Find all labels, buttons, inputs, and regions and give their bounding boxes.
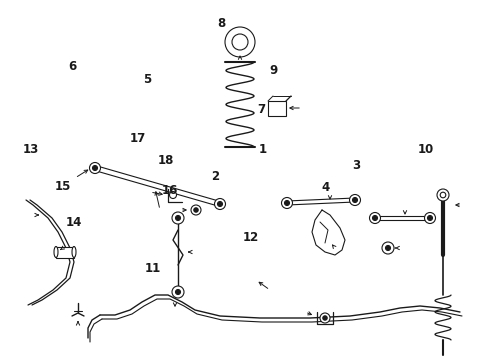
Circle shape: [322, 316, 326, 320]
Circle shape: [372, 216, 377, 220]
Circle shape: [217, 202, 222, 207]
Circle shape: [175, 289, 180, 294]
Bar: [267, 101, 285, 116]
Circle shape: [424, 212, 435, 224]
Bar: [56, 247, 74, 258]
Circle shape: [231, 34, 247, 50]
Text: 2: 2: [211, 170, 219, 183]
Text: 10: 10: [416, 143, 433, 156]
Text: 4: 4: [321, 181, 328, 194]
Text: 14: 14: [66, 216, 82, 229]
Circle shape: [191, 205, 201, 215]
Circle shape: [214, 198, 225, 210]
Text: 5: 5: [142, 73, 150, 86]
Circle shape: [427, 216, 431, 220]
Circle shape: [281, 198, 292, 208]
Circle shape: [349, 194, 360, 206]
Circle shape: [193, 208, 198, 212]
Text: 8: 8: [217, 17, 224, 30]
Circle shape: [89, 162, 101, 174]
Text: 18: 18: [158, 154, 174, 167]
Circle shape: [319, 313, 329, 323]
Text: 1: 1: [259, 143, 266, 156]
Circle shape: [352, 198, 357, 202]
Circle shape: [385, 246, 390, 251]
Circle shape: [92, 166, 97, 171]
Text: 7: 7: [257, 103, 265, 116]
Circle shape: [284, 201, 289, 206]
Text: 13: 13: [22, 143, 39, 156]
Text: 12: 12: [242, 231, 259, 244]
Ellipse shape: [72, 247, 76, 257]
Text: 6: 6: [68, 60, 76, 73]
Circle shape: [436, 189, 448, 201]
Circle shape: [175, 216, 180, 220]
Text: 16: 16: [161, 184, 178, 197]
Circle shape: [381, 242, 393, 254]
Circle shape: [224, 27, 254, 57]
Text: 3: 3: [351, 159, 359, 172]
Circle shape: [172, 212, 183, 224]
Circle shape: [369, 212, 380, 224]
Text: 17: 17: [129, 132, 146, 145]
Circle shape: [172, 286, 183, 298]
Circle shape: [169, 192, 176, 198]
Text: 9: 9: [269, 64, 277, 77]
Ellipse shape: [54, 247, 58, 257]
Text: 15: 15: [54, 180, 71, 193]
Text: 11: 11: [144, 262, 161, 275]
